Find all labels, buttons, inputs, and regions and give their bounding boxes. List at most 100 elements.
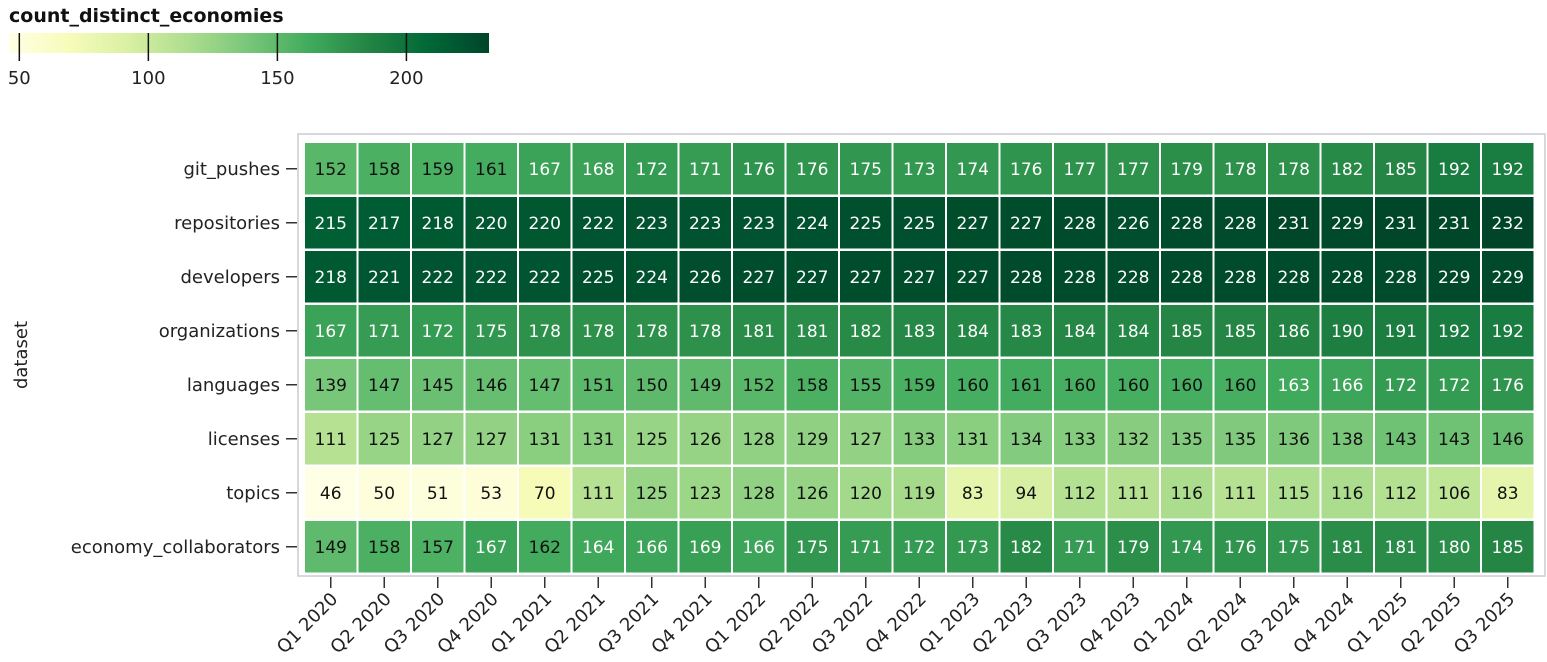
cell-value-label: 159 bbox=[422, 160, 454, 180]
heatmap-cell bbox=[1000, 143, 1052, 195]
heatmap-cell bbox=[1054, 197, 1106, 249]
heatmap-cell bbox=[305, 521, 357, 573]
heatmap-cell bbox=[358, 251, 410, 303]
cell-value-label: 158 bbox=[368, 160, 400, 180]
cell-value-label: 70 bbox=[534, 484, 556, 504]
cell-value-label: 161 bbox=[1010, 376, 1042, 396]
cell-value-label: 133 bbox=[1064, 430, 1096, 450]
heatmap-cell bbox=[358, 305, 410, 357]
cell-value-label: 164 bbox=[582, 538, 614, 558]
heatmap-cell bbox=[1161, 143, 1213, 195]
cell-value-label: 132 bbox=[1117, 430, 1149, 450]
heatmap-cell bbox=[893, 413, 945, 465]
cell-value-label: 190 bbox=[1331, 322, 1363, 342]
cell-value-label: 53 bbox=[480, 484, 502, 504]
cell-value-label: 181 bbox=[1331, 538, 1363, 558]
cell-value-label: 221 bbox=[368, 268, 400, 288]
heatmap-cell bbox=[893, 197, 945, 249]
cell-value-label: 171 bbox=[689, 160, 721, 180]
heatmap-cell bbox=[519, 143, 571, 195]
heatmap-cell bbox=[786, 467, 838, 519]
cell-value-label: 166 bbox=[1331, 376, 1363, 396]
cell-value-label: 155 bbox=[850, 376, 882, 396]
cell-value-label: 218 bbox=[315, 268, 347, 288]
cell-value-label: 222 bbox=[582, 214, 614, 234]
cell-value-label: 224 bbox=[796, 214, 828, 234]
heatmap-cell bbox=[893, 359, 945, 411]
heatmap-cell bbox=[626, 305, 678, 357]
heatmap-cell bbox=[519, 251, 571, 303]
legend-title: count_distinct_economies bbox=[9, 5, 284, 27]
cell-value-label: 119 bbox=[903, 484, 935, 504]
cell-value-label: 160 bbox=[1117, 376, 1149, 396]
cell-value-label: 231 bbox=[1385, 214, 1417, 234]
heatmap-cell bbox=[1428, 467, 1480, 519]
heatmap-cell bbox=[1482, 305, 1534, 357]
cell-value-label: 227 bbox=[743, 268, 775, 288]
cell-value-label: 125 bbox=[368, 430, 400, 450]
heatmap-cell bbox=[305, 467, 357, 519]
cell-value-label: 228 bbox=[1331, 268, 1363, 288]
cell-value-label: 182 bbox=[1331, 160, 1363, 180]
cell-value-label: 152 bbox=[315, 160, 347, 180]
cell-value-label: 228 bbox=[1171, 268, 1203, 288]
heatmap-cell bbox=[947, 413, 999, 465]
cell-value-label: 157 bbox=[422, 538, 454, 558]
cell-value-label: 183 bbox=[903, 322, 935, 342]
heatmap-cell bbox=[305, 305, 357, 357]
cell-value-label: 231 bbox=[1278, 214, 1310, 234]
heatmap-cell bbox=[358, 413, 410, 465]
cell-value-label: 218 bbox=[422, 214, 454, 234]
heatmap-cell bbox=[412, 143, 464, 195]
heatmap-cell bbox=[1321, 413, 1373, 465]
cell-value-label: 228 bbox=[1117, 268, 1149, 288]
cell-value-label: 46 bbox=[320, 484, 342, 504]
heatmap-cell bbox=[1161, 521, 1213, 573]
cell-value-label: 185 bbox=[1171, 322, 1203, 342]
heatmap-cell bbox=[305, 197, 357, 249]
heatmap-cell bbox=[465, 359, 517, 411]
cell-value-label: 135 bbox=[1224, 430, 1256, 450]
cell-value-label: 181 bbox=[743, 322, 775, 342]
cell-value-label: 176 bbox=[1010, 160, 1042, 180]
cell-value-label: 125 bbox=[636, 430, 668, 450]
heatmap-cell bbox=[626, 467, 678, 519]
cell-value-label: 175 bbox=[1278, 538, 1310, 558]
heatmap-cell bbox=[1375, 251, 1427, 303]
cell-value-label: 112 bbox=[1385, 484, 1417, 504]
heatmap-cell bbox=[1214, 521, 1266, 573]
heatmap-cell bbox=[1214, 197, 1266, 249]
cell-value-label: 222 bbox=[475, 268, 507, 288]
heatmap-cell bbox=[893, 143, 945, 195]
cell-value-label: 83 bbox=[962, 484, 984, 504]
heatmap-cell bbox=[358, 467, 410, 519]
heatmap-cell bbox=[733, 521, 785, 573]
cell-value-label: 179 bbox=[1171, 160, 1203, 180]
y-tick-label: git_pushes bbox=[183, 159, 280, 180]
cell-value-label: 146 bbox=[1492, 430, 1524, 450]
heatmap-cell bbox=[1107, 251, 1159, 303]
cell-value-label: 176 bbox=[743, 160, 775, 180]
cell-value-label: 126 bbox=[689, 430, 721, 450]
heatmap-cell bbox=[465, 467, 517, 519]
heatmap-cell bbox=[679, 143, 731, 195]
heatmap-cell bbox=[733, 359, 785, 411]
cell-value-label: 192 bbox=[1438, 160, 1470, 180]
heatmap-cell bbox=[733, 467, 785, 519]
heatmap-cell bbox=[412, 521, 464, 573]
cell-value-label: 83 bbox=[1497, 484, 1519, 504]
cell-value-label: 111 bbox=[1224, 484, 1256, 504]
heatmap-cell bbox=[1321, 521, 1373, 573]
heatmap-cell bbox=[893, 521, 945, 573]
cell-value-label: 133 bbox=[903, 430, 935, 450]
cell-value-label: 178 bbox=[1224, 160, 1256, 180]
cell-value-label: 120 bbox=[850, 484, 882, 504]
heatmap-cell bbox=[572, 359, 624, 411]
heatmap-cell bbox=[1268, 305, 1320, 357]
heatmap-cell bbox=[358, 143, 410, 195]
heatmap-cell bbox=[1161, 251, 1213, 303]
cell-value-label: 222 bbox=[529, 268, 561, 288]
heatmap-cell bbox=[1428, 521, 1480, 573]
cell-value-label: 128 bbox=[743, 430, 775, 450]
cell-value-label: 135 bbox=[1171, 430, 1203, 450]
